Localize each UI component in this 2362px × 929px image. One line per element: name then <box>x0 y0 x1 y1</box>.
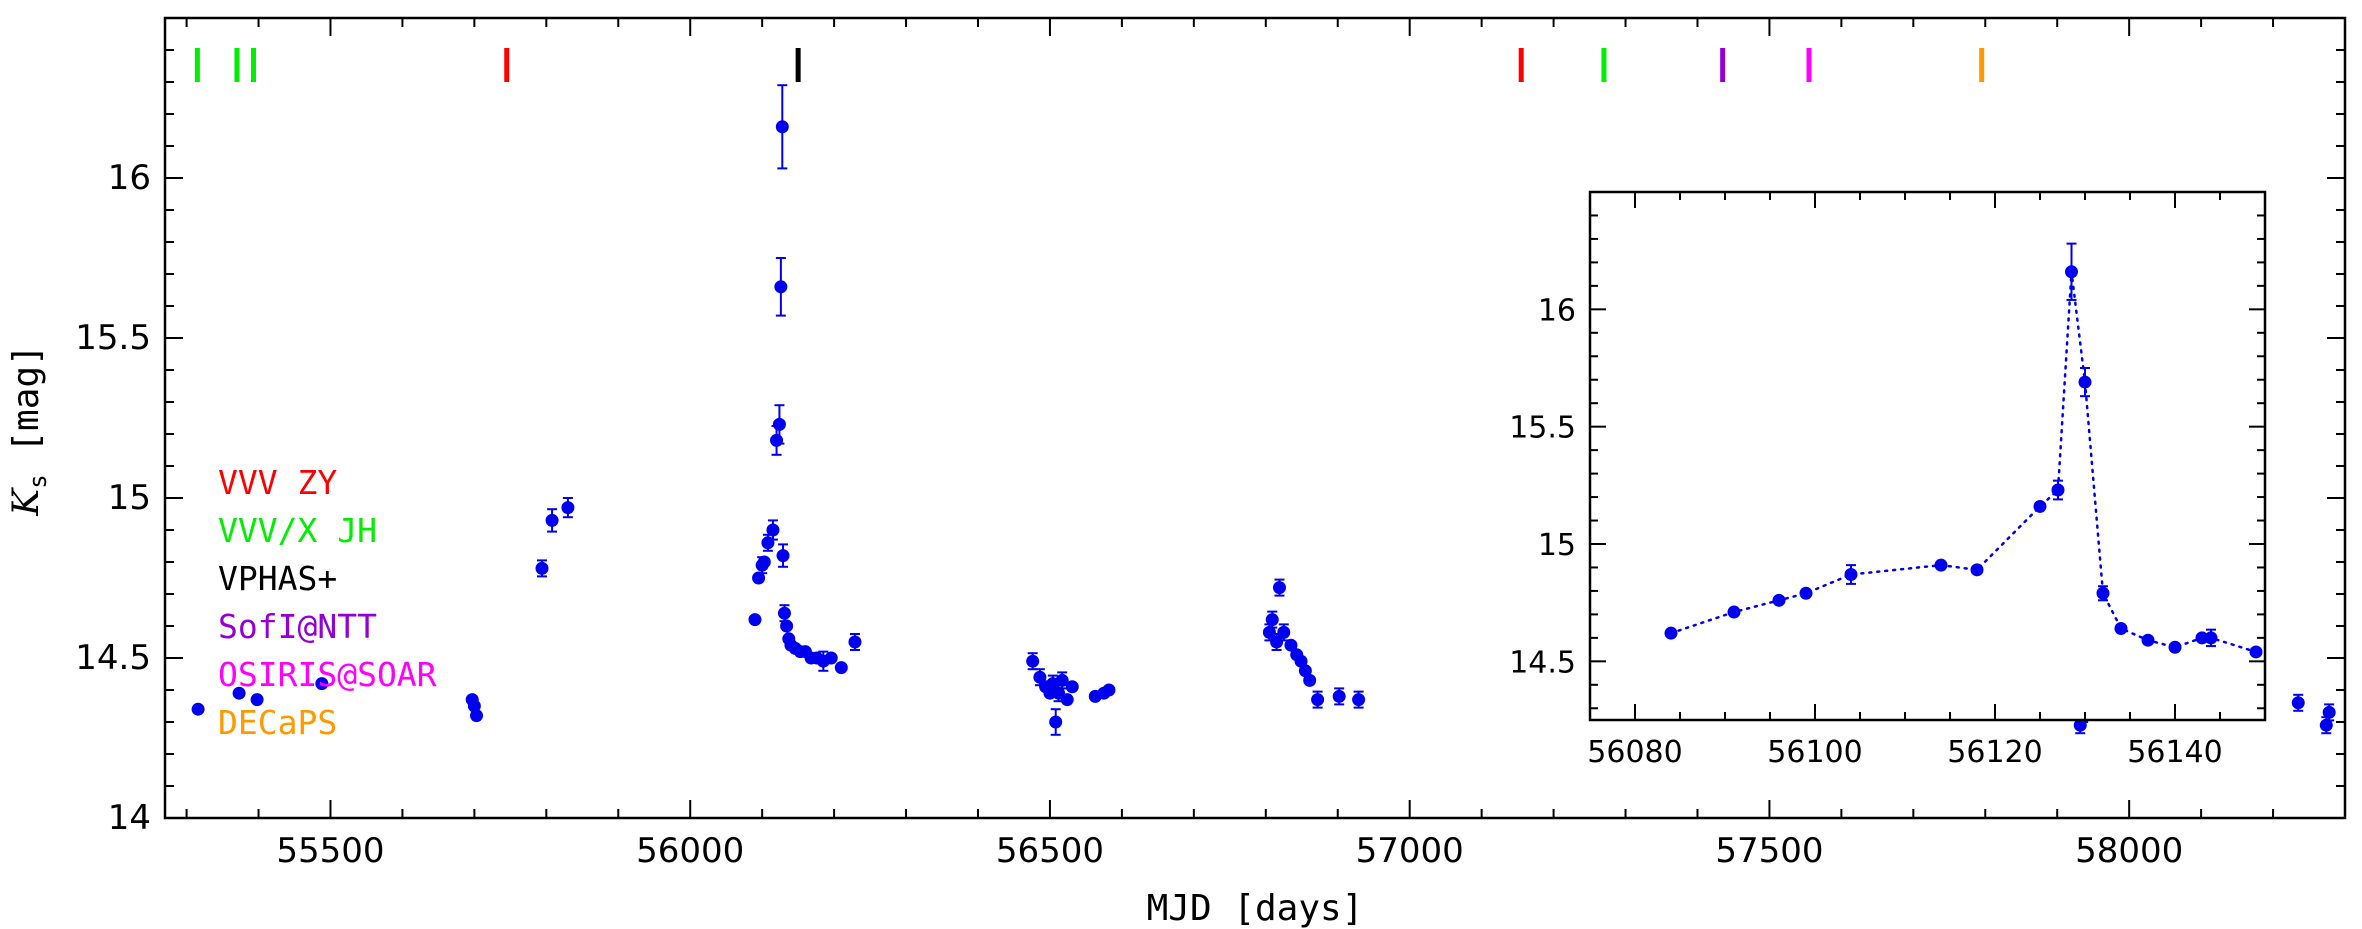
x-tick-label: 56100 <box>1767 735 1862 770</box>
data-point <box>1060 693 1074 707</box>
data-point <box>2249 645 2263 659</box>
data-point <box>1284 638 1298 652</box>
main-plot-frame <box>163 16 2347 820</box>
data-point <box>2033 499 2047 513</box>
data-point <box>2051 479 2065 501</box>
legend-entry: VVV ZY <box>218 463 337 502</box>
legend-entry: OSIRIS@SOAR <box>218 655 437 694</box>
data-point <box>816 650 830 672</box>
data-point <box>776 543 790 568</box>
data-point <box>561 497 575 519</box>
y-tick-label: 14.5 <box>75 638 151 678</box>
inset-data-points <box>1664 242 2263 659</box>
y-axis-symbol: K <box>6 487 47 517</box>
legend: VVV ZY VVV/X JH VPHAS+ SofI@NTT OSIRIS@SOAR D… <box>218 463 437 742</box>
data-point <box>775 84 789 170</box>
data-point <box>1049 708 1063 736</box>
data-point <box>2096 585 2110 602</box>
data-point <box>2065 242 2078 301</box>
data-point <box>535 559 549 578</box>
data-point <box>1272 578 1286 597</box>
y-tick-label: 15 <box>108 478 151 518</box>
y-axis-subscript: s <box>24 474 52 488</box>
main-panel: 14 14.5 15 15.5 16 55500 56000 56500 57000 57500 5… <box>6 16 2347 929</box>
data-point <box>2141 633 2155 647</box>
data-point <box>752 571 766 585</box>
data-point <box>774 257 788 317</box>
data-point <box>2322 703 2336 722</box>
data-point <box>2204 628 2218 648</box>
data-point <box>757 555 771 569</box>
y-tick-label: 16 <box>108 158 151 198</box>
svg-text:Ks [mag]: Ks [mag] <box>6 344 52 516</box>
survey-epoch-markers <box>194 48 1985 82</box>
data-point <box>1332 687 1346 706</box>
data-point <box>1055 671 1069 690</box>
x-tick-label: 57000 <box>1356 831 1464 871</box>
main-data-points <box>191 84 2336 736</box>
data-point <box>2195 631 2209 645</box>
y-axis-label: Ks [mag] <box>6 344 52 516</box>
data-point <box>1026 652 1040 671</box>
data-point <box>1970 563 1984 577</box>
x-axis-label: MJD [days] <box>1147 888 1364 929</box>
data-point <box>1102 683 1116 697</box>
data-point <box>250 693 264 707</box>
data-point <box>848 633 862 651</box>
y-tick-label: 16 <box>1538 293 1576 328</box>
x-tick-label: 56140 <box>2127 735 2222 770</box>
data-point <box>2168 640 2182 654</box>
x-tick-label: 55500 <box>276 831 384 871</box>
legend-entry: VVV/X JH <box>218 511 377 550</box>
y-axis-unit: [mag] <box>6 344 47 452</box>
x-tick-label: 57500 <box>1715 831 1823 871</box>
data-point <box>1799 586 1813 600</box>
data-point <box>1033 668 1047 687</box>
y-tick-label: 14 <box>108 798 151 838</box>
data-point <box>780 619 794 633</box>
y-tick-label: 15 <box>1538 528 1576 563</box>
data-point <box>824 651 838 665</box>
data-point <box>1270 633 1284 651</box>
data-point <box>1934 558 1948 572</box>
data-point <box>191 702 205 716</box>
main-axis-ticks: 14 14.5 15 15.5 16 55500 56000 56500 57000 57500 5… <box>75 17 2346 871</box>
data-point <box>777 604 791 623</box>
data-point <box>766 519 780 541</box>
data-point <box>1727 605 1741 619</box>
x-tick-label: 56500 <box>996 831 1104 871</box>
data-point <box>1772 593 1786 607</box>
data-point <box>1664 626 1678 640</box>
data-point <box>1352 690 1366 709</box>
x-tick-label: 58000 <box>2075 831 2183 871</box>
data-point <box>1065 680 1079 694</box>
data-point <box>1844 564 1858 585</box>
inset-plot-frame <box>1588 190 2267 722</box>
x-tick-label: 56080 <box>1587 735 1682 770</box>
data-point <box>1311 690 1325 709</box>
y-tick-label: 15.5 <box>75 318 151 358</box>
inset-panel: 14.5 15 15.5 16 56080 56100 56120 56140 <box>1509 190 2267 770</box>
y-tick-label: 14.5 <box>1509 645 1576 680</box>
data-point <box>2291 693 2305 712</box>
inset-axis-ticks: 14.5 15 15.5 16 56080 56100 56120 56140 <box>1509 191 2266 770</box>
data-point <box>2114 621 2128 635</box>
y-tick-label: 15.5 <box>1509 411 1576 446</box>
data-point <box>772 404 786 445</box>
legend-entry: SofI@NTT <box>218 607 377 646</box>
data-point <box>315 677 329 691</box>
data-point <box>1303 673 1317 687</box>
data-point <box>470 709 484 723</box>
data-point <box>2078 367 2092 398</box>
data-point <box>232 686 246 700</box>
data-point <box>1265 610 1279 629</box>
x-tick-label: 56000 <box>636 831 744 871</box>
data-point <box>545 508 559 533</box>
data-point <box>834 661 848 675</box>
data-point <box>748 613 762 627</box>
legend-entry: DECaPS <box>218 703 337 742</box>
x-tick-label: 56120 <box>1947 735 2042 770</box>
legend-entry: VPHAS+ <box>218 559 337 598</box>
